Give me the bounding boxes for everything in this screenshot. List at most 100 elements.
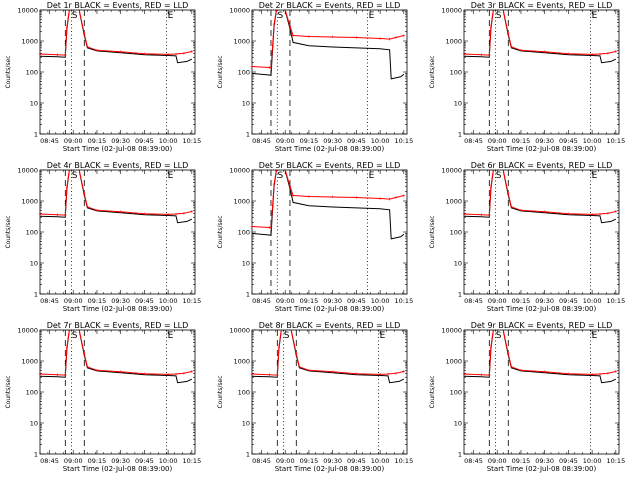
y-tick-label: 10000 bbox=[17, 7, 38, 15]
lld-point bbox=[386, 372, 390, 376]
lld-point bbox=[606, 52, 610, 55]
y-axis-label: Counts/sec bbox=[429, 55, 436, 88]
x-tick-label: 10:00 bbox=[159, 137, 178, 145]
x-tick-label: 09:15 bbox=[88, 457, 107, 465]
y-tick-label: 10000 bbox=[441, 327, 462, 335]
lld-point bbox=[507, 32, 510, 36]
x-tick-label: 09:00 bbox=[488, 457, 507, 465]
marker-label-E: E bbox=[592, 331, 598, 341]
x-tick-label: 09:45 bbox=[347, 457, 366, 465]
marker-label-E: E bbox=[369, 171, 375, 181]
x-tick-label: 10:00 bbox=[583, 457, 602, 465]
x-tick-label: 09:45 bbox=[135, 297, 154, 305]
lld-point bbox=[606, 212, 610, 215]
lld-point bbox=[402, 194, 406, 197]
lld-point bbox=[119, 50, 122, 53]
lld-point bbox=[277, 345, 281, 349]
lld-point bbox=[489, 345, 493, 349]
lld-point bbox=[190, 50, 194, 53]
y-tick-label: 10 bbox=[30, 100, 38, 108]
y-tick-label: 1 bbox=[246, 131, 250, 139]
lld-point bbox=[606, 372, 610, 375]
lld-point bbox=[510, 45, 513, 48]
lld-point bbox=[543, 210, 546, 213]
lld-point bbox=[119, 370, 122, 373]
plot-frame bbox=[463, 329, 620, 455]
lld-point bbox=[38, 212, 42, 216]
y-tick-label: 1000 bbox=[21, 38, 38, 46]
lld-point bbox=[291, 34, 295, 37]
lld-point bbox=[174, 212, 178, 216]
lld-point bbox=[250, 225, 254, 228]
x-tick-label: 10:00 bbox=[371, 137, 390, 145]
y-tick-label: 1 bbox=[34, 291, 38, 299]
marker-label-S: S bbox=[277, 11, 283, 21]
y-tick-label: 1 bbox=[458, 291, 462, 299]
y-tick-label: 1000 bbox=[233, 358, 250, 366]
lld-point bbox=[598, 212, 602, 216]
panel-4: Det 4r BLACK = Events, RED = LLD 1 10 100 10… bbox=[5, 161, 201, 313]
x-tick-label: 08:45 bbox=[40, 297, 59, 305]
x-tick-label: 09:15 bbox=[512, 457, 531, 465]
lld-point bbox=[95, 369, 99, 372]
x-tick-label: 10:00 bbox=[371, 457, 390, 465]
lld-point bbox=[488, 53, 491, 57]
y-tick-label: 1 bbox=[34, 451, 38, 459]
lld-point bbox=[488, 373, 491, 377]
y-tick-label: 10000 bbox=[229, 167, 250, 175]
x-tick-label: 08:45 bbox=[464, 137, 483, 145]
lld-point bbox=[174, 372, 178, 376]
lld-series-line bbox=[252, 10, 404, 69]
y-tick-label: 10000 bbox=[441, 7, 462, 15]
panel-title: Det 8r BLACK = Events, RED = LLD bbox=[259, 321, 401, 330]
plot-frame bbox=[39, 9, 196, 135]
lld-point bbox=[462, 372, 466, 376]
lld-point bbox=[489, 185, 493, 189]
plot-frame bbox=[39, 329, 196, 455]
y-tick-label: 1000 bbox=[21, 198, 38, 206]
plot-frame bbox=[251, 9, 408, 135]
lld-point bbox=[269, 66, 273, 70]
lld-point bbox=[489, 25, 493, 29]
lld-point bbox=[95, 49, 99, 52]
panel-2: Det 2r BLACK = Events, RED = LLD 1 10 100 10… bbox=[217, 1, 413, 153]
x-tick-label: 09:45 bbox=[559, 297, 578, 305]
plot-frame bbox=[251, 169, 408, 295]
lld-point bbox=[272, 182, 276, 186]
y-tick-label: 100 bbox=[26, 69, 38, 77]
lld-point bbox=[276, 373, 279, 377]
x-tick-label: 10:00 bbox=[583, 137, 602, 145]
y-tick-label: 100 bbox=[238, 69, 250, 77]
x-axis-label: Start Time (02-Jul-08 08:39:00) bbox=[63, 305, 173, 313]
marker-label-S: S bbox=[496, 331, 502, 341]
lld-point bbox=[64, 53, 67, 57]
plot-frame bbox=[463, 169, 620, 295]
lld-point bbox=[614, 50, 618, 53]
plot-frame bbox=[251, 329, 408, 455]
lld-point bbox=[590, 53, 594, 56]
lld-point bbox=[402, 370, 406, 373]
lld-point bbox=[378, 373, 382, 376]
lld-point bbox=[295, 352, 298, 356]
lld-point bbox=[64, 373, 67, 377]
lld-point bbox=[355, 196, 358, 199]
y-tick-label: 100 bbox=[238, 389, 250, 397]
x-tick-label: 09:30 bbox=[111, 457, 130, 465]
lld-point bbox=[355, 372, 358, 375]
lld-point bbox=[394, 196, 398, 199]
lld-point bbox=[298, 365, 301, 368]
y-axis-label: Counts/sec bbox=[429, 215, 436, 248]
y-tick-label: 10 bbox=[454, 420, 462, 428]
x-tick-label: 09:15 bbox=[300, 137, 319, 145]
lld-point bbox=[480, 53, 483, 56]
lld-point bbox=[56, 213, 59, 216]
lld-point bbox=[65, 345, 69, 349]
panel-title: Det 9r BLACK = Events, RED = LLD bbox=[471, 321, 613, 330]
lld-point bbox=[166, 213, 170, 216]
y-tick-label: 1000 bbox=[233, 38, 250, 46]
lld-point bbox=[598, 372, 602, 376]
y-axis-label: Counts/sec bbox=[429, 375, 436, 408]
x-tick-label: 09:45 bbox=[559, 457, 578, 465]
lld-point bbox=[56, 373, 59, 376]
x-tick-label: 09:15 bbox=[300, 457, 319, 465]
